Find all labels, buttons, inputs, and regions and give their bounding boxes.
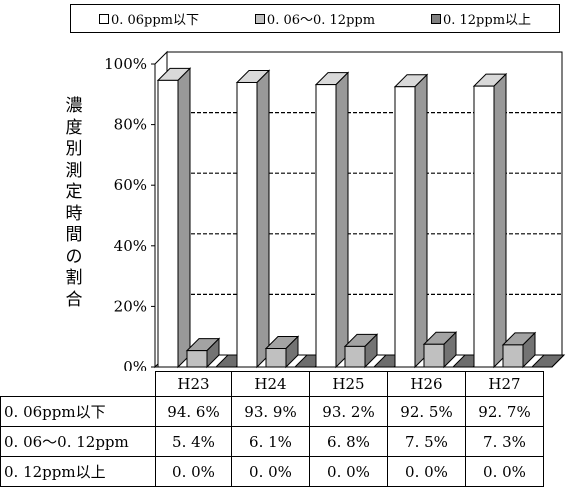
legend-label: 0. 12ppm以上 [442,13,532,28]
table-header-cell: H24 [231,371,310,397]
legend-swatch-icon [254,13,265,24]
bar-side [551,354,565,368]
bar-chart: 0% 20% 40% 60% 80% 100% [104,50,566,371]
table-cell: 0. 0% [155,456,232,487]
table-cell: 93. 2% [309,396,388,427]
table-cell: 0. 0% [309,456,388,487]
table-row-label: 0. 06ppm以下 [0,396,156,427]
table-header-cell: H25 [309,371,388,397]
bar-side [493,72,507,369]
bar-side [256,69,270,369]
legend-item: 0. 06～0. 12ppm [254,9,376,28]
table-cell: 7. 3% [465,426,544,457]
table-header-cell: H26 [387,371,466,397]
data-table: H23 H24 H25 H26 H27 0. 06ppm以下 94. 6% 93. 9% 93.… [0,371,544,487]
y-tick-label: 60% [114,176,147,194]
table-row-label: 0. 06～0. 12ppm [0,426,156,457]
table-row: 0. 06ppm以下 94. 6% 93. 9% 93. 2% 92. 5% 92. 7% [0,396,544,427]
table-header-cell: H23 [155,371,232,397]
bar [265,348,287,368]
bar-side [414,73,428,369]
table-cell: 6. 8% [309,426,388,457]
legend-label: 0. 06～0. 12ppm [266,13,376,28]
table-row: 0. 12ppm以上 0. 0% 0. 0% 0. 0% 0. 0% 0. 0% [0,456,544,487]
bar [394,86,416,368]
bar-side [177,67,191,369]
table-row-label: 0. 12ppm以上 [0,456,156,487]
y-tick-label: 80% [114,116,147,134]
table-cell: 94. 6% [155,396,232,427]
y-tick-label: 40% [114,237,147,255]
table-row: 0. 06～0. 12ppm 5. 4% 6. 1% 6. 8% 7. 5% 7. 3% [0,426,544,457]
legend-label: 0. 06ppm以下 [110,13,200,28]
table-cell: 92. 7% [465,396,544,427]
bar [502,344,524,368]
bar [315,84,337,368]
table-cell: 0. 0% [231,456,310,487]
table-cell: 0. 0% [387,456,466,487]
table-cell: 0. 0% [465,456,544,487]
table-cell: 7. 5% [387,426,466,457]
bar [423,343,445,368]
y-tick-label: 20% [114,297,147,315]
bar [157,79,179,368]
bar-side [335,71,349,369]
legend-swatch-icon [98,13,109,24]
table-cell: 6. 1% [231,426,310,457]
bar [473,85,495,368]
y-tick-label: 100% [104,55,147,73]
table-cell: 92. 5% [387,396,466,427]
table-header-row: H23 H24 H25 H26 H27 [0,371,544,397]
table-header-cell: H27 [465,371,544,397]
bar [236,81,258,368]
table-corner [0,371,156,397]
bar [344,345,366,368]
legend-item: 0. 06ppm以下 [98,9,200,28]
legend-item: 0. 12ppm以上 [430,9,532,28]
y-axis-label: 濃度別測定時間の割合 [65,96,83,310]
table-cell: 5. 4% [155,426,232,457]
legend-swatch-icon [430,13,441,24]
y-tick-label: 0% [123,358,147,371]
table-cell: 93. 9% [231,396,310,427]
bar [186,350,208,368]
legend: 0. 06ppm以下 0. 06～0. 12ppm 0. 12ppm以上 [70,4,560,33]
